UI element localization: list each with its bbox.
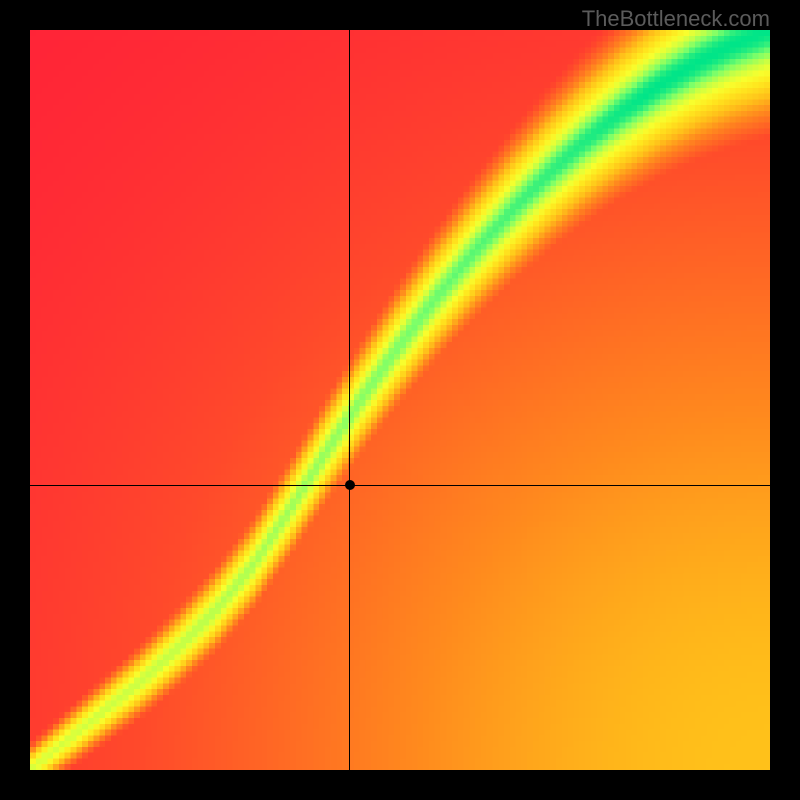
crosshair-marker-dot (345, 480, 355, 490)
crosshair-vertical (349, 30, 350, 770)
bottleneck-heatmap (30, 30, 770, 770)
crosshair-horizontal (30, 485, 770, 486)
watermark-label: TheBottleneck.com (582, 6, 770, 32)
chart-container: TheBottleneck.com (0, 0, 800, 800)
